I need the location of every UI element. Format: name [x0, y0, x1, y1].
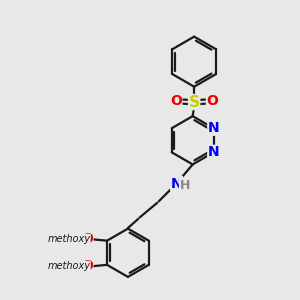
Text: O: O	[81, 259, 93, 273]
Text: H: H	[180, 178, 190, 191]
Text: O: O	[206, 94, 218, 108]
Text: S: S	[189, 94, 200, 110]
Text: methoxy: methoxy	[47, 234, 90, 244]
Text: methoxy: methoxy	[47, 261, 90, 271]
Text: N: N	[171, 177, 182, 190]
Text: N: N	[208, 146, 219, 159]
Text: N: N	[208, 121, 219, 135]
Text: O: O	[170, 94, 182, 108]
Text: O: O	[81, 232, 93, 246]
